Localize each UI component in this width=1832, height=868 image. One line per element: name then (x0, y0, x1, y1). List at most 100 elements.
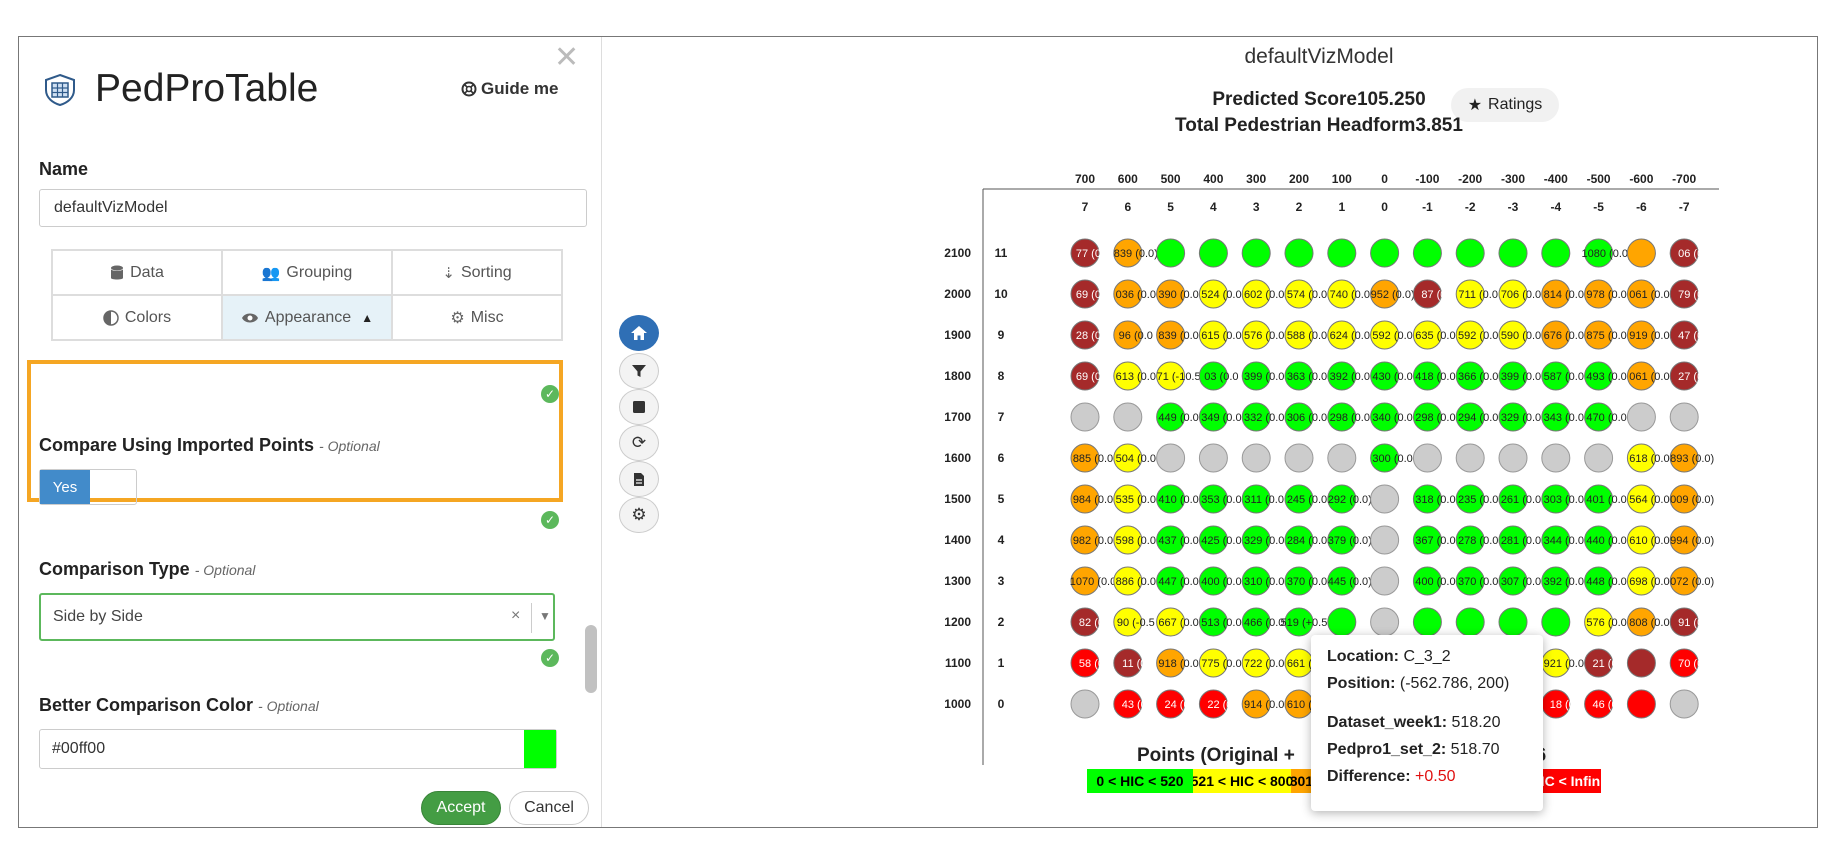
point-label: 918 (0.0 (1158, 658, 1198, 670)
comparison-type-select[interactable]: Side by Side × ▼ (39, 593, 555, 641)
grid-point (1455, 484, 1485, 514)
grid-point (1669, 484, 1699, 514)
point-label: 18 (0. (1550, 699, 1578, 711)
grid-point (1541, 402, 1571, 432)
tab-sorting[interactable]: ⇣ Sorting (392, 250, 562, 295)
tab-misc[interactable]: ⚙ Misc (392, 295, 562, 340)
point-label: 624 (0.0 (1330, 330, 1370, 342)
point-label: 363 (0.0 (1287, 371, 1327, 383)
row-y-label: 1800 (944, 369, 971, 383)
grid-point (1455, 525, 1485, 555)
grid-point (1284, 566, 1314, 596)
col-axis-tick: -4 (1550, 200, 1561, 214)
top-axis-tick: 600 (1118, 172, 1138, 186)
point-label: 588 (0.0 (1287, 330, 1327, 342)
grid-point (1198, 320, 1228, 350)
point-label: 90 (-0.5 (1117, 617, 1155, 629)
point-label: 072 (0.0) (1670, 576, 1714, 588)
col-axis-tick: 7 (1082, 200, 1089, 214)
grid-point (1156, 689, 1186, 719)
shield-table-icon (45, 73, 75, 107)
grid-point (1412, 238, 1442, 268)
refresh-button[interactable]: ⟳ (619, 425, 659, 461)
grid-point (1498, 320, 1528, 350)
guide-me-button[interactable]: Guide me (461, 79, 558, 99)
better-color-value: #00ff00 (52, 740, 106, 757)
grid-point (1198, 484, 1228, 514)
tab-appearance[interactable]: Appearance ▲ (222, 295, 392, 340)
cancel-button[interactable]: Cancel (509, 791, 589, 825)
point-label: 814 (0.0 (1544, 289, 1584, 301)
grid-point (1070, 566, 1100, 596)
row-index-label: 4 (998, 533, 1005, 547)
close-icon[interactable]: ✕ (554, 41, 580, 74)
point-label: 504 (0.0 (1116, 453, 1156, 465)
filter-icon (632, 365, 646, 377)
grid-point (1370, 566, 1400, 596)
tab-colors[interactable]: Colors (52, 295, 222, 340)
point-label: 440 (0.0 (1586, 535, 1626, 547)
point-label: 06 (0. (1678, 248, 1706, 260)
grid-point (1584, 238, 1614, 268)
grid-point (1113, 238, 1143, 268)
lifebuoy-icon (461, 81, 477, 97)
grid-point (1412, 402, 1442, 432)
point-label: 706 (0.0 (1501, 289, 1541, 301)
grid-point (1626, 279, 1656, 309)
tab-data[interactable]: Data (52, 250, 222, 295)
grid-point (1241, 525, 1271, 555)
name-input[interactable] (39, 189, 587, 227)
toggle-yes[interactable]: Yes (40, 470, 90, 504)
grid-point (1541, 484, 1571, 514)
check-icon: ✓ (541, 385, 559, 403)
point-label: 602 (0.0 (1244, 289, 1284, 301)
row-index-label: 5 (998, 492, 1005, 506)
chevron-down-icon[interactable]: ▼ (539, 609, 551, 623)
grid-point (1113, 607, 1143, 637)
filter-button[interactable] (619, 353, 659, 389)
ratings-button[interactable]: ★ Ratings (1451, 88, 1559, 122)
stop-button[interactable] (619, 389, 659, 425)
point-label: 635 (0.0 (1415, 330, 1455, 342)
settings-button[interactable]: ⚙ (619, 497, 659, 533)
grid-point (1241, 402, 1271, 432)
clear-icon[interactable]: × (511, 607, 521, 624)
top-axis-tick: -600 (1629, 172, 1653, 186)
point-label: 698 (0.0 (1629, 576, 1669, 588)
grid-point (1327, 402, 1357, 432)
sort-icon: ⇣ (442, 264, 455, 282)
compare-toggle[interactable]: Yes (39, 469, 137, 505)
accept-button[interactable]: Accept (421, 791, 501, 825)
home-button[interactable] (619, 315, 659, 351)
better-color-input[interactable]: #00ff00 (39, 729, 557, 769)
document-button[interactable] (619, 461, 659, 497)
tab-appearance-label: Appearance (264, 308, 352, 326)
grid-point (1370, 402, 1400, 432)
score-header: Predicted Score105.250 Total Pedestrian … (1119, 87, 1519, 139)
point-label: 400 (0.0 (1415, 576, 1455, 588)
panel-scrollbar-thumb[interactable] (585, 625, 597, 693)
point-label: 775 (0.0 (1201, 658, 1241, 670)
top-axis-tick: 300 (1246, 172, 1266, 186)
gear-icon: ⚙ (631, 505, 647, 524)
point-tooltip: Location: C_3_2 Position: (-562.786, 200… (1311, 635, 1543, 811)
col-axis-tick: 6 (1124, 200, 1131, 214)
grid-point (1412, 443, 1442, 473)
point-label: 994 (0.0) (1670, 535, 1714, 547)
point-label: 87 (0. (1421, 289, 1449, 301)
tab-grouping[interactable]: 👥 Grouping (222, 250, 392, 295)
grid-point (1284, 238, 1314, 268)
point-label: 401 (0.0 (1586, 494, 1626, 506)
row-index-label: 1 (998, 656, 1005, 670)
grid-point (1327, 607, 1357, 637)
grid-point (1626, 238, 1656, 268)
grid-point (1412, 525, 1442, 555)
grid-point (1669, 402, 1699, 432)
grid-point (1541, 279, 1571, 309)
grid-point (1669, 525, 1699, 555)
name-label: Name (39, 159, 89, 179)
grid-point (1241, 566, 1271, 596)
row-y-label: 1400 (944, 533, 971, 547)
top-axis-tick: -400 (1544, 172, 1568, 186)
color-swatch[interactable] (524, 730, 556, 768)
